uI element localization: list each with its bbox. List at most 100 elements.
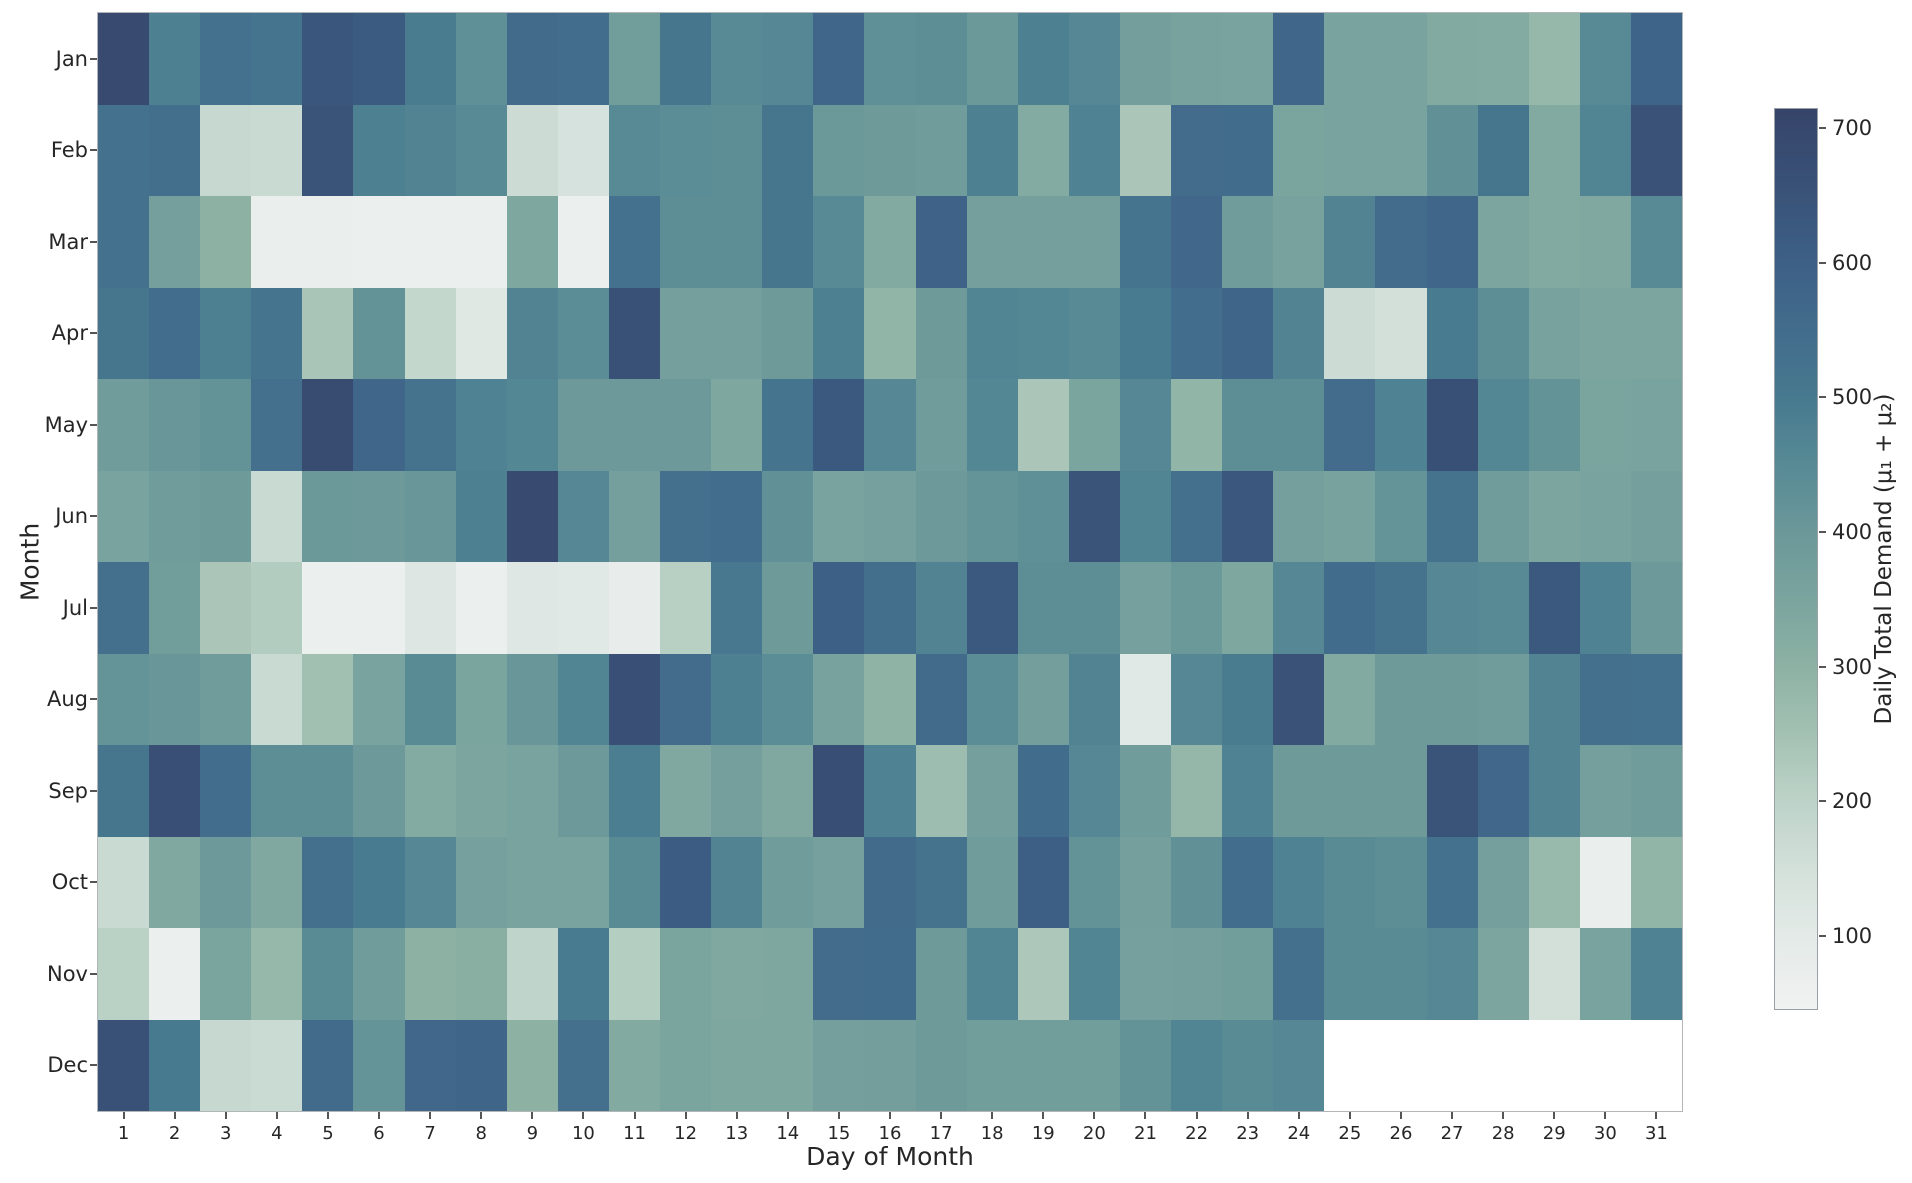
- heatmap-cell: [1119, 653, 1172, 745]
- heatmap-cell: [1375, 1019, 1427, 1111]
- heatmap-cell: [1222, 836, 1274, 928]
- heatmap-cell: [506, 379, 558, 471]
- y-tick-label: May: [44, 412, 88, 437]
- heatmap-cell: [1477, 745, 1529, 837]
- heatmap-cell: [1528, 470, 1580, 562]
- heatmap-cell: [762, 379, 814, 471]
- heatmap-cell: [608, 745, 661, 837]
- heatmap-cell: [1273, 287, 1325, 379]
- heatmap-cell: [813, 1019, 865, 1111]
- x-tick-label: 16: [878, 1123, 902, 1144]
- heatmap-cell: [404, 13, 456, 105]
- heatmap-cell: [864, 1019, 916, 1111]
- heatmap-cell: [1375, 196, 1427, 288]
- heatmap-cell: [98, 470, 150, 562]
- heatmap-cell: [762, 13, 814, 105]
- heatmap-cell: [1017, 745, 1069, 837]
- heatmap-cell: [200, 379, 252, 471]
- heatmap-cell: [1477, 562, 1529, 654]
- heatmap-cell: [1068, 379, 1120, 471]
- y-tick-label: Oct: [51, 870, 88, 895]
- heatmap-cell: [1119, 1019, 1172, 1111]
- heatmap-cell: [608, 104, 661, 196]
- heatmap-cell: [1171, 653, 1223, 745]
- heatmap-cell: [251, 653, 303, 745]
- y-tick-mark: [90, 57, 97, 60]
- x-tick-label: 13: [725, 1123, 749, 1144]
- heatmap-cell: [608, 653, 661, 745]
- x-axis-label: Day of Month: [806, 1142, 974, 1171]
- heatmap-cell: [1375, 928, 1427, 1020]
- heatmap-cell: [660, 1019, 712, 1111]
- heatmap-cell: [1068, 562, 1120, 654]
- heatmap-cell: [251, 836, 303, 928]
- y-tick-mark: [90, 698, 97, 701]
- heatmap-cell: [1068, 104, 1120, 196]
- heatmap-cell: [1017, 379, 1069, 471]
- heatmap-cell: [1528, 653, 1580, 745]
- heatmap-cell: [557, 470, 609, 562]
- y-tick-mark: [90, 240, 97, 243]
- heatmap-cell: [864, 653, 916, 745]
- heatmap-cell: [149, 562, 201, 654]
- heatmap-cell: [98, 1019, 150, 1111]
- heatmap-cell: [1017, 470, 1069, 562]
- heatmap-cell: [660, 196, 712, 288]
- heatmap-cell: [455, 1019, 507, 1111]
- heatmap-cell: [506, 470, 558, 562]
- colorbar-label: Daily Total Demand (μ₁ + μ₂): [1871, 393, 1897, 725]
- x-tick-mark: [480, 1112, 483, 1119]
- heatmap-cell: [557, 562, 609, 654]
- heatmap-cell: [1477, 470, 1529, 562]
- heatmap-cell: [711, 379, 763, 471]
- heatmap-cell: [864, 13, 916, 105]
- heatmap-cell: [762, 562, 814, 654]
- heatmap-cell: [1426, 470, 1478, 562]
- heatmap-cell: [1119, 928, 1172, 1020]
- heatmap-cell: [302, 379, 354, 471]
- heatmap-cell: [762, 104, 814, 196]
- heatmap-cell: [302, 745, 354, 837]
- heatmap-cell: [353, 104, 405, 196]
- heatmap-cell: [149, 653, 201, 745]
- heatmap-cell: [1222, 379, 1274, 471]
- heatmap-cell: [1017, 196, 1069, 288]
- heatmap-cell: [404, 196, 456, 288]
- heatmap-cell: [1273, 745, 1325, 837]
- heatmap-cell: [813, 562, 865, 654]
- heatmap-cell: [762, 287, 814, 379]
- heatmap-cell: [149, 104, 201, 196]
- heatmap-cell: [762, 928, 814, 1020]
- heatmap-cell: [762, 836, 814, 928]
- heatmap-cell: [1375, 104, 1427, 196]
- heatmap-cell: [149, 379, 201, 471]
- x-tick-label: 7: [424, 1123, 436, 1144]
- heatmap-cell: [455, 470, 507, 562]
- heatmap-cell: [1375, 836, 1427, 928]
- heatmap-cell: [1477, 104, 1529, 196]
- heatmap-cell: [966, 1019, 1018, 1111]
- heatmap-cell: [353, 928, 405, 1020]
- heatmap-cell: [98, 13, 150, 105]
- heatmap-cell: [813, 379, 865, 471]
- heatmap-cell: [1119, 379, 1172, 471]
- heatmap-cell: [1324, 104, 1376, 196]
- x-tick-label: 5: [322, 1123, 334, 1144]
- heatmap-cell: [404, 379, 456, 471]
- heatmap-cell: [864, 562, 916, 654]
- heatmap-cell: [404, 1019, 456, 1111]
- heatmap-cell: [251, 562, 303, 654]
- heatmap-cell: [762, 196, 814, 288]
- heatmap-cell: [302, 287, 354, 379]
- heatmap-cell: [608, 562, 661, 654]
- heatmap-cell: [915, 836, 967, 928]
- x-tick-mark: [1246, 1112, 1249, 1119]
- heatmap-cell: [1426, 196, 1478, 288]
- y-tick-mark: [90, 1064, 97, 1067]
- heatmap-cell: [404, 928, 456, 1020]
- x-tick-mark: [735, 1112, 738, 1119]
- heatmap-cell: [1119, 13, 1172, 105]
- heatmap-cell: [1119, 562, 1172, 654]
- heatmap-cell: [1630, 562, 1682, 654]
- heatmap-cell: [353, 653, 405, 745]
